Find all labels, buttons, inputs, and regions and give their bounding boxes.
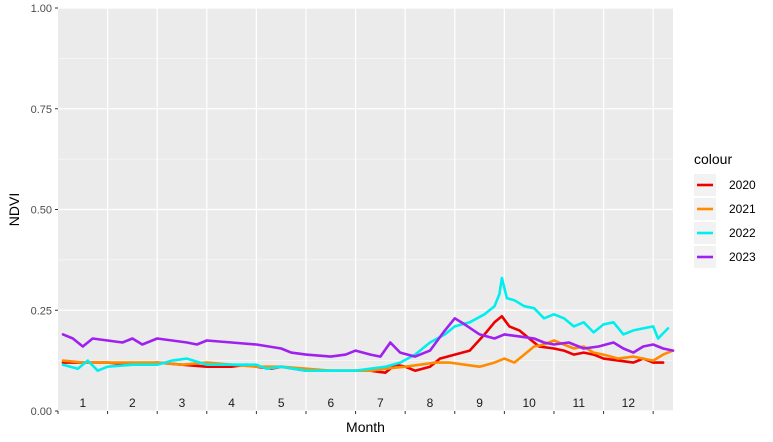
x-tick-label: 5 <box>278 396 285 410</box>
legend-title: colour <box>694 151 732 167</box>
y-tick-label: 0.75 <box>31 104 52 116</box>
x-tick-label: 3 <box>179 396 186 410</box>
series-line-2021 <box>61 339 675 372</box>
series-line-2022 <box>61 276 670 372</box>
x-tick-label: 1 <box>79 396 86 410</box>
x-axis <box>57 411 654 414</box>
grid-minor <box>58 58 673 361</box>
x-tick-label: 8 <box>427 396 434 410</box>
y-tick-label: 0.00 <box>31 406 52 418</box>
x-tick-label: 2 <box>129 396 136 410</box>
y-tick-label: 0.50 <box>31 205 52 217</box>
series-line-2023 <box>61 317 675 358</box>
x-month-labels: 1 2 3 4 5 6 7 8 9 10 11 12 <box>79 396 635 410</box>
legend-items: 2020 2021 2022 2023 <box>694 174 756 268</box>
x-tick-label: 9 <box>476 396 483 410</box>
x-tick-label: 11 <box>573 396 586 410</box>
y-axis-title: NDVI <box>6 193 22 226</box>
legend-label-2021: 2021 <box>729 202 756 216</box>
y-tick-label: 1.00 <box>31 3 52 15</box>
legend: colour 2020 2021 2022 2023 <box>694 151 756 268</box>
x-tick-label: 6 <box>327 396 334 410</box>
legend-label-2020: 2020 <box>729 178 756 192</box>
series-layer <box>61 276 675 374</box>
x-tick-label: 4 <box>228 396 235 410</box>
legend-label-2023: 2023 <box>729 250 756 264</box>
x-tick-label: 10 <box>522 396 536 410</box>
x-tick-label: 12 <box>622 396 636 410</box>
y-axis: 0.00 0.25 0.50 0.75 1.00 <box>31 3 58 418</box>
legend-label-2022: 2022 <box>729 226 756 240</box>
x-tick-label: 7 <box>377 396 384 410</box>
y-tick-label: 0.25 <box>31 305 52 317</box>
x-axis-title: Month <box>346 419 385 435</box>
